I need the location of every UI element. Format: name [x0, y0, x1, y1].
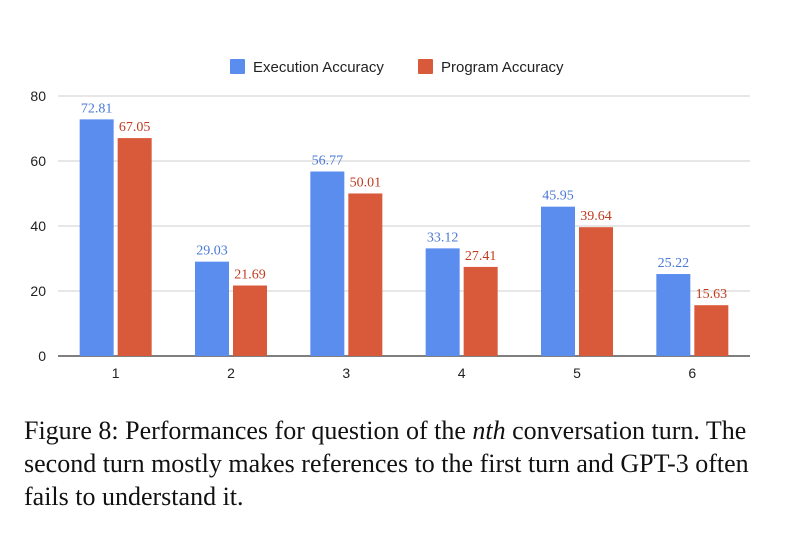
y-tick-label: 0: [38, 348, 46, 364]
data-label: 33.12: [427, 230, 459, 245]
y-tick-label: 20: [30, 283, 46, 299]
data-label: 25.22: [658, 256, 690, 271]
data-label: 21.69: [234, 268, 266, 283]
legend-label: Program Accuracy: [441, 59, 564, 76]
bar-program-accuracy: [117, 138, 152, 356]
data-label: 39.64: [580, 209, 612, 224]
bar-program-accuracy: [463, 266, 498, 356]
x-tick-label: 5: [573, 365, 581, 381]
x-tick-label: 4: [458, 365, 466, 381]
caption-prefix: Figure 8: Performances for question of t…: [24, 416, 473, 445]
data-label: 56.77: [312, 153, 344, 168]
y-tick-label: 60: [30, 153, 46, 169]
bar-execution-accuracy: [79, 119, 114, 357]
x-tick-label: 3: [342, 365, 350, 381]
legend-swatch-execution-accuracy: [230, 59, 245, 74]
data-label: 27.41: [465, 249, 497, 264]
figure-caption: Figure 8: Performances for question of t…: [24, 414, 784, 513]
data-label: 45.95: [542, 189, 574, 204]
legend-swatch-program-accuracy: [418, 59, 433, 74]
bar-program-accuracy: [579, 227, 613, 356]
data-label: 50.01: [350, 175, 382, 190]
data-label: 15.63: [696, 287, 728, 302]
bar-chart: 0 20 40 60 80 72.81 67.05 1 29.03 21.69 2 56.77 50.0…: [30, 59, 750, 381]
x-tick-label: 6: [688, 365, 696, 381]
bar-execution-accuracy: [541, 206, 575, 356]
bar-execution-accuracy: [656, 274, 691, 356]
legend-label: Execution Accuracy: [253, 59, 384, 76]
data-label: 72.81: [81, 101, 113, 116]
caption-suffix: conversation turn. The second turn mostl…: [24, 416, 749, 511]
caption-emphasis: nth: [472, 416, 506, 445]
bar-execution-accuracy: [195, 261, 229, 356]
bar-program-accuracy: [348, 193, 383, 356]
y-tick-label: 80: [30, 88, 46, 104]
data-label: 67.05: [119, 120, 151, 135]
data-label: 29.03: [196, 244, 228, 259]
bar-execution-accuracy: [310, 171, 345, 356]
bar-program-accuracy: [694, 305, 729, 356]
y-tick-label: 40: [30, 218, 46, 234]
x-tick-label: 2: [227, 365, 235, 381]
bar-execution-accuracy: [425, 248, 460, 356]
bar-program-accuracy: [233, 285, 267, 356]
x-tick-label: 1: [112, 365, 120, 381]
